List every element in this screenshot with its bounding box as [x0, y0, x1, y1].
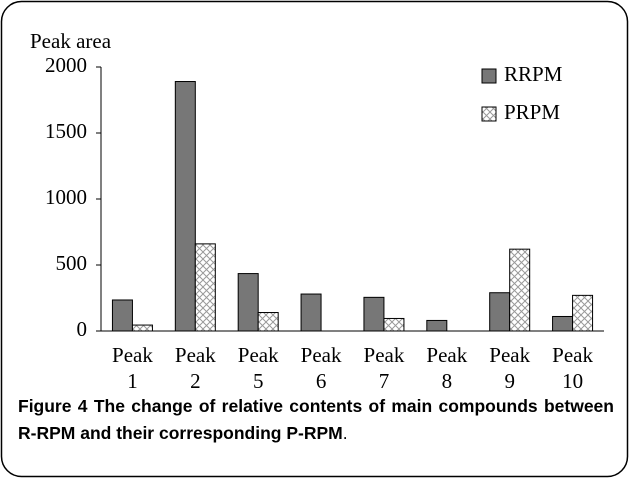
y-tick-label: 0	[77, 317, 88, 341]
bar	[237, 273, 259, 332]
legend-label: PRPM	[504, 100, 560, 124]
caption-end: .	[342, 423, 348, 443]
x-tick-label: Peak 8	[426, 343, 468, 393]
y-tick-label: 1000	[45, 185, 87, 209]
legend-swatch	[481, 68, 497, 84]
caption-label: Figure 4	[18, 396, 88, 416]
bar	[174, 81, 196, 332]
caption-text: The change of relative contents of main …	[18, 396, 614, 443]
x-tick-label: Peak 1	[112, 343, 153, 393]
bar	[489, 292, 511, 332]
x-tick-label: Peak 5	[237, 343, 279, 393]
x-tick-label: Peak 7	[363, 343, 405, 393]
bar	[363, 296, 385, 332]
x-tick-label: Peak 9	[489, 343, 531, 393]
y-axis-label: Peak area	[30, 29, 112, 53]
bar	[131, 324, 153, 332]
legend-label: RRPM	[504, 62, 563, 86]
bar	[111, 299, 133, 332]
bar	[426, 319, 448, 332]
bar	[509, 248, 531, 332]
bar	[572, 294, 594, 332]
x-tick-label: Peak 2	[174, 343, 216, 393]
caption: Figure 4 The change of relative contents…	[18, 393, 614, 447]
y-tick-label: 500	[56, 251, 88, 275]
bar	[194, 243, 216, 332]
x-tick-label: Peak 6	[300, 343, 342, 393]
bar	[300, 293, 322, 332]
y-tick-label: 2000	[45, 53, 87, 77]
bar	[257, 312, 279, 332]
bar	[552, 315, 574, 332]
y-tick-label: 1500	[45, 119, 87, 143]
bar	[383, 317, 405, 332]
legend-swatch	[481, 106, 497, 122]
x-tick-label: Peak 10	[552, 343, 593, 393]
